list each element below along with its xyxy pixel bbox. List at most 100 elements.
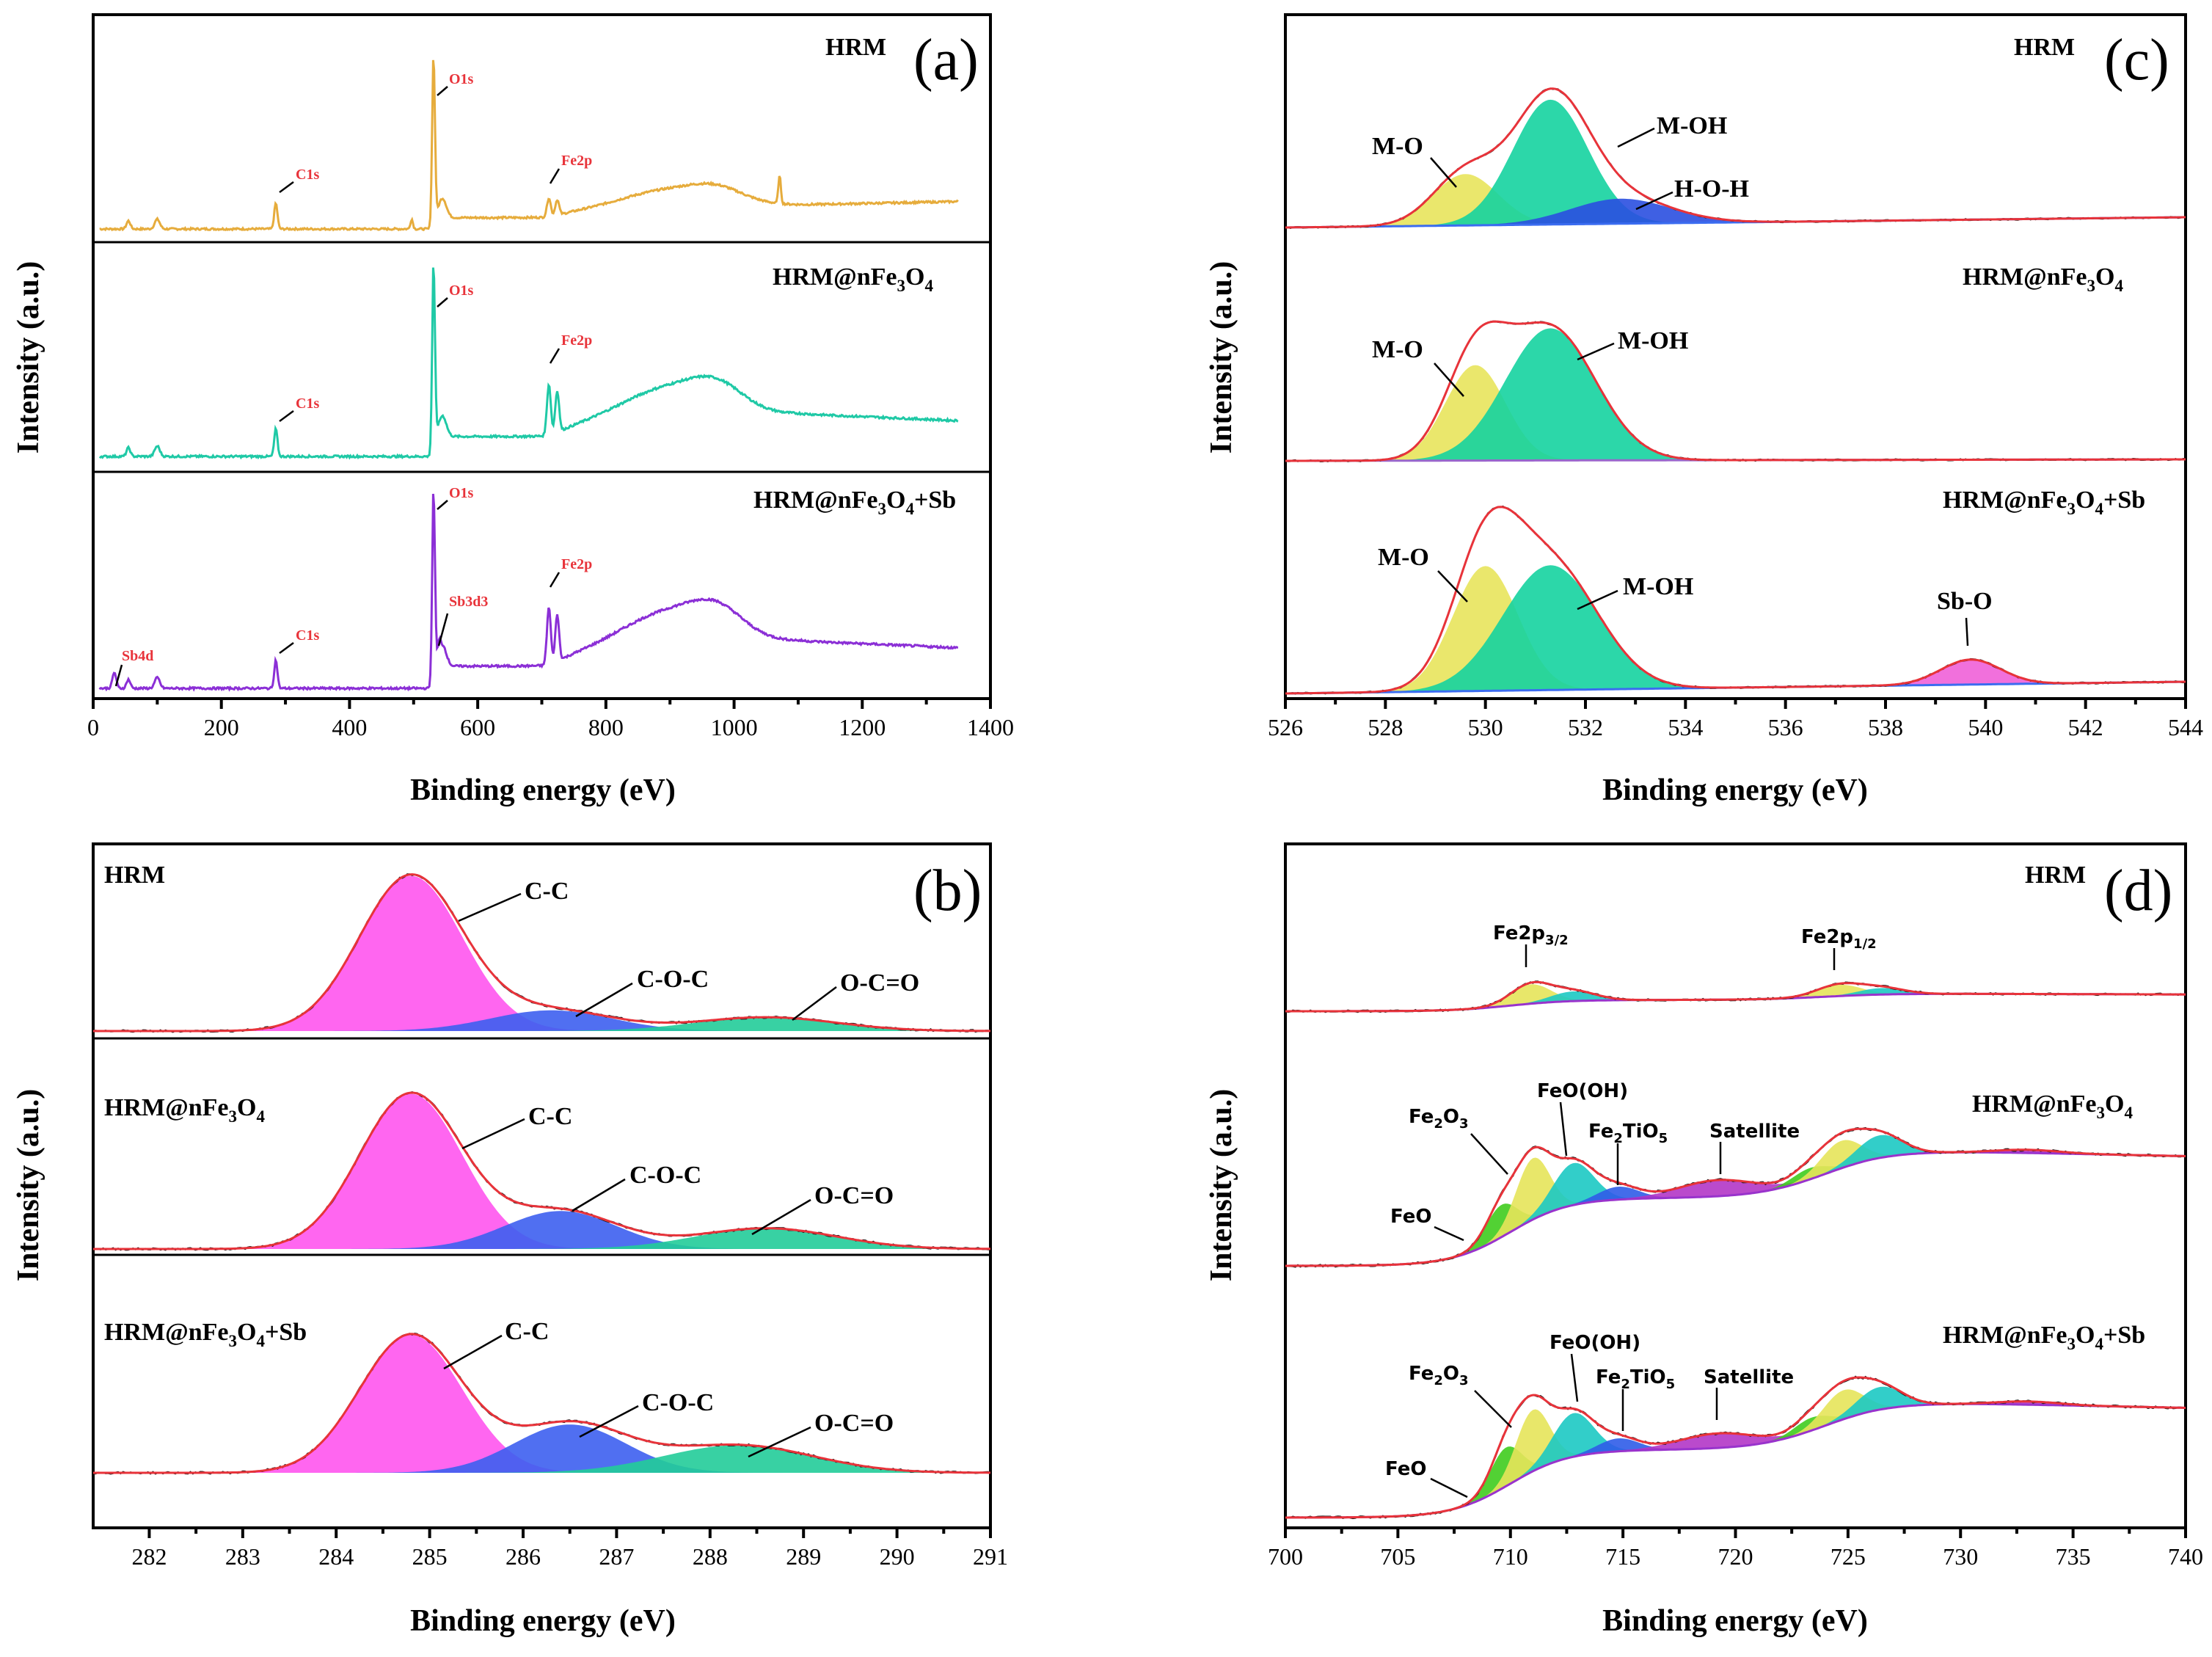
- c-sb-moh-label: M-OH: [1623, 573, 1693, 600]
- survey-nfe-fe2p-leader: [549, 348, 561, 364]
- panel-b-x-axis-title: Binding energy (eV): [410, 1604, 676, 1638]
- survey-nfe-c1s-leader: [279, 409, 294, 423]
- b-hrm-cc-label: C-C: [525, 878, 569, 905]
- c-hrm-hoh-label: H-O-H: [1674, 175, 1749, 203]
- d-hrm-fe2p32-label: Fe2p3/2: [1493, 922, 1569, 948]
- panel-c-y-axis-title: Intensity (a.u.): [1205, 261, 1238, 454]
- b-hrm-oco-leader: [792, 986, 837, 1021]
- c-nfe-moh-leader: [1577, 342, 1615, 361]
- panel-b-tick-label-9: 291: [973, 1543, 1008, 1570]
- c-hrm-nfe3o4-sb-envelope: [1285, 506, 2186, 695]
- panel-b-tick-label-4: 286: [505, 1543, 541, 1570]
- d-hrm-envelope: [1285, 980, 2186, 1013]
- b-hrm-nfe3o4-sb-component-c-o-c: [93, 1424, 990, 1473]
- panel-a-tick-label-4: 800: [588, 714, 624, 740]
- c-sb-mo-label: M-O: [1378, 544, 1429, 571]
- panel-a-tick-label-3: 600: [460, 714, 495, 740]
- panel-a-label-hrm-nfe3o4: HRM@nFe3O4: [773, 263, 933, 295]
- d-hrm-nfe3o4-envelope: [1285, 1127, 2186, 1267]
- panel-b-tick-label-2: 284: [318, 1543, 354, 1570]
- d-nfe-feooh-label: FeO(OH): [1537, 1080, 1628, 1102]
- panel-c-tick-label-0: 526: [1268, 714, 1303, 740]
- panel-a-label-hrm: HRM: [825, 34, 886, 61]
- c-hrm-moh-label: M-OH: [1657, 112, 1727, 139]
- panel-a-label-hrm-nfe3o4-sb: HRM@nFe3O4+Sb: [753, 487, 956, 518]
- panel-c-tick-label-6: 538: [1868, 714, 1903, 740]
- b-nfe-oco-leader: [751, 1198, 811, 1236]
- c-sb-moh-leader: [1577, 589, 1618, 611]
- panel-a-x-axis-title: Binding energy (eV): [410, 773, 676, 807]
- panel-d-tick-label-2: 710: [1493, 1543, 1528, 1570]
- panel-b-x-ticks: 282 283 284 285 286 287 288 289 290 291: [131, 1528, 1008, 1570]
- panel-b-tick-label-7: 289: [786, 1543, 821, 1570]
- panel-a-tick-label-0: 0: [87, 714, 99, 740]
- d-nfe-feooh-leader: [1559, 1101, 1568, 1157]
- panel-a-tick-label-6: 1200: [839, 714, 886, 740]
- b-hrm-nfe3o4-sb-envelope: [93, 1333, 990, 1474]
- panel-b-tick-label-1: 283: [225, 1543, 260, 1570]
- panel-c-x-axis-title: Binding energy (eV): [1602, 773, 1868, 807]
- c-hrm-mo-leader: [1430, 157, 1457, 188]
- survey-line-hrm-nfe3o4-sb: [98, 493, 958, 692]
- panel-a-tick-label-7: 1400: [967, 714, 1014, 740]
- d-sb-feooh-label: FeO(OH): [1550, 1332, 1640, 1354]
- survey-hrm-fe2p-label: Fe2p: [561, 153, 592, 169]
- panel-d-tick-label-8: 740: [2168, 1543, 2203, 1570]
- b-sb-coc-label: C-O-C: [642, 1389, 714, 1416]
- d-nfe-satellite-label: Satellite: [1709, 1121, 1800, 1143]
- panel-b-label-hrm: HRM: [104, 862, 165, 889]
- d-hrm-nfe3o4-sb-envelope: [1285, 1376, 2186, 1519]
- b-hrm-nfe3o4-component-o-c-o: [93, 1228, 990, 1249]
- d-sb-fe2o3-leader: [1474, 1390, 1512, 1428]
- panel-d-y-axis-title: Intensity (a.u.): [1205, 1089, 1238, 1282]
- b-hrm-component-c-o-c: [93, 1010, 990, 1031]
- b-nfe-coc-label: C-O-C: [629, 1162, 701, 1189]
- survey-hrm-fe2p-leader: [549, 168, 561, 184]
- survey-nfe-fe2p-label: Fe2p: [561, 332, 592, 349]
- survey-sb-sb4d-label: Sb4d: [122, 648, 153, 664]
- panel-d-x-ticks: 700 705 710 715 720 725 730 735 740: [1268, 1528, 2203, 1570]
- d-sb-feooh-leader: [1570, 1353, 1579, 1402]
- c-hrm-nfe3o4-component-m-oh: [1285, 328, 2186, 461]
- panel-d-tick-label-5: 725: [1830, 1543, 1866, 1570]
- survey-sb-c1s-leader: [279, 641, 294, 655]
- panel-a-letter: (a): [913, 28, 979, 92]
- panel-b-label-hrm-nfe3o4-sb: HRM@nFe3O4+Sb: [104, 1319, 307, 1350]
- survey-sb-c1s-label: C1s: [296, 627, 319, 644]
- survey-sb-o1s-leader: [437, 500, 448, 510]
- survey-nfe-o1s-leader: [437, 297, 448, 307]
- b-hrm-component-o-c-o: [93, 1017, 990, 1031]
- b-hrm-coc-leader: [575, 982, 633, 1018]
- b-hrm-nfe3o4-envelope: [93, 1091, 990, 1250]
- d-sb-feo-leader: [1430, 1477, 1468, 1498]
- b-hrm-envelope: [93, 873, 990, 1033]
- d-nfe-fe2o3-label: Fe2O3: [1409, 1106, 1469, 1132]
- panel-d-label-hrm: HRM: [2025, 862, 2086, 889]
- panel-b-y-axis-title: Intensity (a.u.): [12, 1089, 45, 1282]
- survey-nfe-c1s-label: C1s: [296, 396, 319, 412]
- panel-c-label-hrm: HRM: [2014, 34, 2075, 61]
- c-hrm-nfe3o4-sb-component-m-oh: [1285, 565, 2186, 693]
- survey-sb-sb4d-leader: [114, 664, 123, 687]
- survey-sb-sb3d3-label: Sb3d3: [449, 594, 488, 610]
- survey-nfe-o1s-label: O1s: [449, 283, 474, 299]
- d-hrm-fe2p12-label: Fe2p1/2: [1801, 926, 1877, 952]
- survey-sb-fe2p-label: Fe2p: [561, 556, 592, 572]
- panel-c-x-ticks: 526 528 530 532 534 536 538 540 542 544: [1268, 699, 2203, 740]
- b-sb-cc-leader: [443, 1334, 503, 1370]
- c-hrm-hoh-leader: [1635, 191, 1673, 211]
- b-hrm-nfe3o4-component-c-o-c: [93, 1211, 990, 1249]
- panel-c-tick-label-7: 540: [1968, 714, 2003, 740]
- survey-sb-sb3d3-leader: [437, 613, 449, 647]
- d-nfe-feo-label: FeO: [1390, 1206, 1431, 1228]
- b-nfe-coc-leader: [572, 1178, 626, 1212]
- c-nfe-mo-label: M-O: [1372, 336, 1423, 363]
- panel-b-tick-label-0: 282: [131, 1543, 167, 1570]
- panel-b-letter: (b): [913, 859, 982, 923]
- panel-a-tick-label-2: 400: [332, 714, 367, 740]
- survey-hrm-c1s-leader: [279, 181, 294, 194]
- c-nfe-mo-leader: [1434, 363, 1464, 397]
- panel-d-letter: (d): [2104, 859, 2172, 923]
- panel-c-letter: (c): [2104, 28, 2169, 92]
